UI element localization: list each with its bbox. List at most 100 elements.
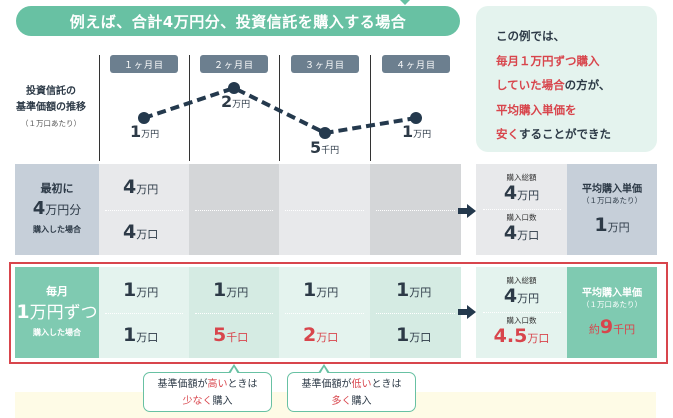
row-label-amount: 1万円ずつ: [16, 302, 97, 323]
dotted-divider: [195, 313, 273, 314]
monthly-amount: 1万円: [303, 279, 338, 301]
units-num: 4: [123, 221, 137, 243]
callout-text: 購入: [212, 396, 233, 407]
callout-highlight: 高い: [207, 379, 228, 390]
dotted-divider: [285, 313, 364, 314]
bubble-tail-inner: [229, 367, 238, 374]
monthly-units: 1万口: [396, 324, 431, 346]
column-divider: [99, 55, 100, 161]
monthly-units: 2万口: [303, 324, 338, 346]
units-num: 5: [213, 324, 227, 346]
monthly-month-2: 1万円 5千口: [189, 267, 279, 358]
avg-title: 平均購入単価: [582, 183, 642, 195]
monthly-label: 毎月 1万円ずつ 購入した場合: [15, 267, 99, 358]
callout-text: 購入: [351, 396, 372, 407]
header-title: 例えば、合計4万円分、投資信託を購入する場合: [16, 6, 460, 36]
price-point-label-2: 2万円: [221, 92, 250, 111]
callout-line-2: 多く購入: [288, 393, 415, 410]
month-tag-3: ３ヶ月目: [291, 55, 359, 73]
price-value: 2: [221, 92, 233, 111]
summary-line-5: 安くすることができた: [496, 122, 657, 147]
lump-sum-month-3: [279, 164, 370, 255]
month-tag-4: ４ヶ月目: [382, 55, 450, 73]
lump-sum-month-2: [189, 164, 279, 255]
monthly-units: 5千口: [213, 324, 248, 346]
axis-label-line: 基準価額の推移: [16, 102, 86, 113]
avg-sub: （１万口あたり）: [582, 299, 642, 309]
amount-unit: 万円: [409, 286, 432, 299]
count-value: 4.5万口: [494, 326, 550, 349]
arrow-right-icon: [458, 204, 476, 218]
summary-text: することができた: [519, 127, 611, 141]
units-num: 1: [396, 324, 410, 346]
price-unit: 万円: [413, 130, 432, 140]
amount-unit: 万円: [226, 286, 249, 299]
callout-text: 基準価額が: [157, 379, 208, 390]
avg-sub: （１万口あたり）: [582, 195, 642, 205]
total-label: 購入総額: [506, 173, 537, 182]
summary-line-2: 毎月１万円ずつ購入: [496, 53, 600, 68]
monthly-average: 平均購入単価 （１万口あたり） 約9千円: [567, 267, 657, 358]
callout-text: ときは: [371, 379, 402, 390]
monthly-totals: 購入総額 4万円 購入口数 4.5万口: [476, 267, 567, 358]
units-unit: 万口: [136, 228, 159, 241]
row-label-num: 1: [16, 301, 30, 323]
price-value: 5: [310, 138, 322, 157]
dotted-divider: [376, 313, 455, 314]
monthly-month-1: 1万円 1万口: [99, 267, 189, 358]
avg-num: 1: [594, 213, 608, 236]
dotted-divider: [482, 312, 561, 313]
callout-high-price: 基準価額が高いときは 少なく購入: [143, 372, 272, 412]
summary-highlight: 安く: [496, 127, 519, 141]
amount-unit: 万円: [316, 286, 339, 299]
dotted-divider: [376, 210, 455, 211]
summary-box: この例では、 毎月１万円ずつ購入 していた場合の方が、 平均購入単価を 安くする…: [476, 6, 657, 152]
axis-label-line: 投資信託の: [26, 86, 76, 97]
summary-line-1: この例では、: [496, 29, 565, 43]
price-unit: 千円: [321, 146, 340, 156]
callout-highlight: 低い: [351, 379, 372, 390]
total-num: 4: [503, 285, 518, 307]
count-value: 4万口: [504, 223, 539, 246]
units-unit: 万口: [136, 331, 159, 344]
callout-line-1: 基準価額が高いときは: [144, 376, 271, 393]
price-value: 1: [402, 122, 414, 141]
callout-line-1: 基準価額が低いときは: [288, 376, 415, 393]
total-unit: 万円: [517, 292, 540, 305]
price-unit: 万円: [141, 130, 160, 140]
lump-sum-label: 最初に 4万円分 購入した場合: [15, 164, 99, 255]
avg-num: 9: [599, 315, 614, 338]
summary-line-3: していた場合の方が、: [496, 73, 657, 98]
header-notch: [400, 0, 410, 5]
total-unit: 万円: [517, 189, 540, 202]
price-point-label-3: 5千円: [310, 138, 339, 157]
summary-line-4: 平均購入単価を: [496, 102, 577, 117]
row-label-line: 購入した場合: [33, 328, 81, 337]
lump-sum-average: 平均購入単価 （１万口あたり） 1万円: [567, 164, 657, 255]
dotted-divider: [105, 210, 183, 211]
callout-low-price: 基準価額が低いときは 多く購入: [287, 372, 416, 412]
avg-value: 1万円: [594, 214, 629, 236]
monthly-month-4: 1 万円 1万口: [370, 267, 461, 358]
amount-unit: 万円: [136, 183, 159, 196]
callout-text: ときは: [227, 379, 258, 390]
monthly-month-3: 1万円 2万口: [279, 267, 370, 358]
units-unit: 万口: [409, 331, 432, 344]
total-label: 購入総額: [506, 276, 537, 285]
count-unit: 万口: [517, 229, 540, 242]
count-unit: 万口: [527, 332, 550, 345]
summary-text: の方が、: [564, 78, 611, 92]
row-label-num: 4: [32, 198, 46, 219]
lump-sum-totals: 購入総額 4万円 購入口数 4万口: [476, 164, 567, 255]
count-label: 購入口数: [506, 316, 537, 325]
amount-unit: 万円: [136, 286, 159, 299]
price-unit: 万円: [232, 100, 251, 110]
monthly-units: 1万口: [123, 324, 158, 346]
summary-highlight: していた場合: [496, 78, 565, 92]
total-value: 4万円: [504, 183, 539, 206]
bubble-tail-inner: [319, 367, 328, 374]
axis-label: 投資信託の 基準価額の推移 （１万口あたり）: [8, 84, 94, 132]
lump-sum-units: 4万口: [123, 221, 158, 243]
callout-highlight: 少なく: [182, 396, 213, 407]
dotted-divider: [285, 210, 364, 211]
